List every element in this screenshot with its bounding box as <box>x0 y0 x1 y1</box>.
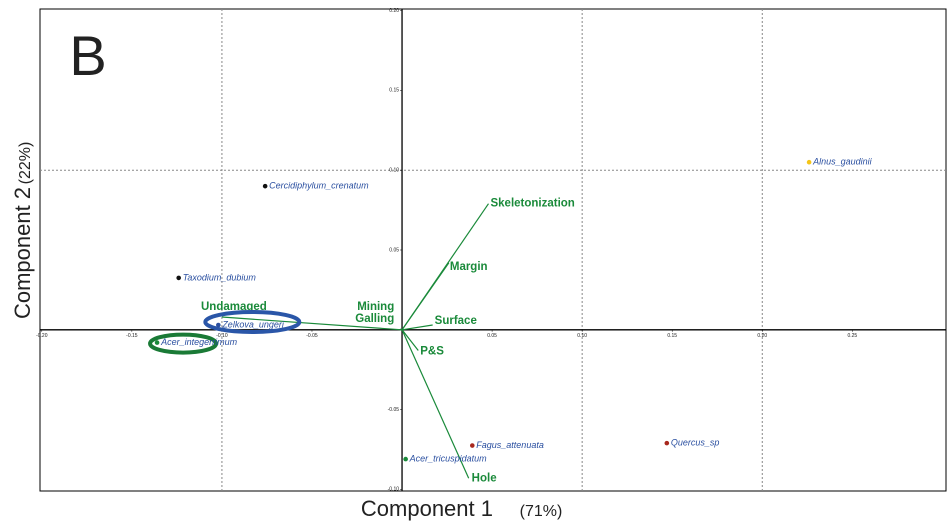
y-tick-label: -0.05 <box>388 407 400 413</box>
species-label: Fagus_attenuata <box>476 440 544 450</box>
x-tick-label: -0.05 <box>306 333 318 339</box>
species-label: Alnus_gaudinii <box>812 157 873 167</box>
species-label: Zelkova_ungeri <box>221 319 285 329</box>
highlight-ellipse <box>148 332 219 355</box>
vector-label: Surface <box>435 315 477 327</box>
x-tick-label: 0.10 <box>577 333 587 339</box>
vector-label: Galling <box>355 313 394 325</box>
plot-frame <box>39 8 947 492</box>
x-tick-label: -0.20 <box>36 333 48 339</box>
species-point <box>216 322 221 328</box>
x-tick-label: 0.25 <box>847 333 857 339</box>
x-tick-label: -0.15 <box>126 333 138 339</box>
y-tick-label: 0.15 <box>389 88 399 94</box>
species-point <box>664 440 670 446</box>
x-tick-label: 0.05 <box>487 333 497 339</box>
y-tick-label: 0.05 <box>389 247 399 253</box>
loading-vector <box>221 316 403 331</box>
species-point <box>403 456 408 462</box>
species-point <box>806 159 812 165</box>
loading-vector <box>401 329 470 479</box>
loading-vector <box>401 329 419 351</box>
y-tick-label: 0.20 <box>389 8 399 14</box>
species-point <box>262 183 268 189</box>
species-point <box>469 443 475 448</box>
species-label: Quercus_sp <box>671 437 720 447</box>
vector-label: Hole <box>472 472 497 484</box>
loading-vector <box>401 324 433 331</box>
species-label: Acer_integerrimum <box>160 337 238 347</box>
highlight-ellipse <box>203 310 302 335</box>
vector-label: Skeletonization <box>490 198 574 210</box>
panel-label: B <box>69 24 106 87</box>
x-tick-label: 0.20 <box>757 333 767 339</box>
y-axis-title-group: Component 2 (22%) <box>10 142 35 319</box>
species-label: Taxodium_dubium <box>183 272 257 282</box>
y-tick-label: -0.10 <box>388 487 400 493</box>
x-tick-label: -0.10 <box>216 333 228 339</box>
loading-vector <box>401 262 450 331</box>
x-tick-label: 0.15 <box>667 333 677 339</box>
vector-label: Margin <box>450 261 488 273</box>
vector-label: P&S <box>420 346 444 358</box>
species-label: Cercidiphylum_crenatum <box>269 181 369 191</box>
species-label: Acer_tricuspidatum <box>409 453 488 463</box>
y-axis-title: Component 2 <box>10 187 35 319</box>
y-axis-note: (22%) <box>17 142 34 185</box>
x-axis-title: Component 1 <box>361 496 493 521</box>
species-point <box>176 275 181 281</box>
species-point <box>154 340 160 345</box>
y-tick-label: 0.10 <box>389 168 399 174</box>
vector-label: Mining <box>357 301 394 313</box>
x-axis-note: (71%) <box>520 503 563 520</box>
